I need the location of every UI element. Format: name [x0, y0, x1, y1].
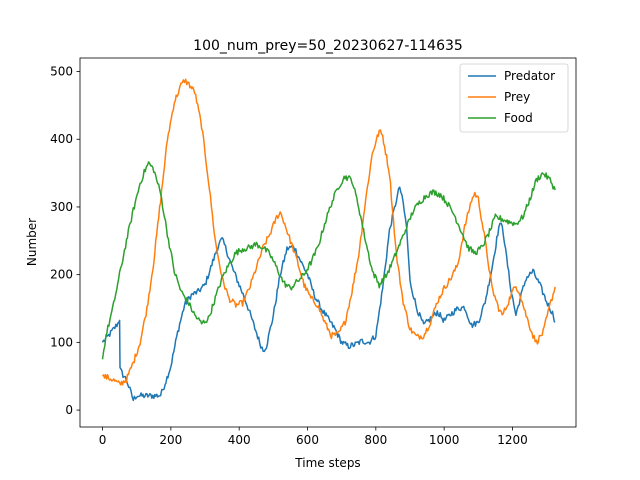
- y-tick-label: 500: [50, 65, 73, 79]
- x-axis-label: Time steps: [294, 456, 360, 470]
- series-line-food: [101, 161, 556, 360]
- y-axis-ticks: 0 100 200 300 400 500: [50, 65, 80, 417]
- y-tick-label: 300: [50, 200, 73, 214]
- legend-box: [459, 63, 569, 133]
- series-layer: [101, 78, 556, 402]
- y-tick-label: 0: [65, 403, 73, 417]
- x-tick-label: 200: [159, 433, 182, 447]
- x-axis-ticks: 0 200 400 600 800 1000 1200: [99, 427, 528, 447]
- legend-label-prey: Prey: [504, 90, 530, 104]
- series-line-prey: [101, 78, 556, 386]
- x-tick-label: 800: [364, 433, 387, 447]
- axes-frame: [79, 57, 577, 428]
- y-axis-label: Number: [25, 218, 39, 266]
- y-tick-label: 100: [50, 335, 73, 349]
- x-tick-label: 1000: [429, 433, 460, 447]
- series-line-predator: [101, 186, 556, 402]
- chart-title: 100_num_prey=50_20230627-114635: [193, 38, 463, 54]
- legend-label-predator: Predator: [504, 69, 555, 83]
- y-tick-label: 200: [50, 268, 73, 282]
- x-tick-label: 0: [99, 433, 107, 447]
- x-tick-label: 600: [296, 433, 319, 447]
- y-tick-label: 400: [50, 132, 73, 146]
- x-tick-label: 400: [228, 433, 251, 447]
- legend: Predator Prey Food: [459, 63, 569, 133]
- x-tick-label: 1200: [497, 433, 528, 447]
- legend-label-food: Food: [504, 111, 533, 125]
